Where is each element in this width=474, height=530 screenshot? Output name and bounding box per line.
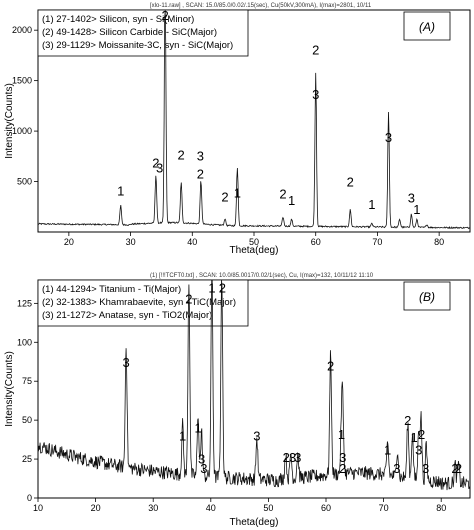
panel-b-x-axis-label: Theta(deg) xyxy=(230,517,279,528)
x-tick-label: 10 xyxy=(33,503,43,513)
peak-label: 1 xyxy=(384,442,391,457)
y-tick-label: 100 xyxy=(17,337,32,347)
x-tick-label: 60 xyxy=(311,237,321,247)
peak-label: 2 xyxy=(219,280,226,295)
y-tick-label: 0 xyxy=(27,493,32,503)
peak-label: 3 xyxy=(339,450,346,465)
panel-a-header: [xlo-11.raw] , SCAN: 15.0/85.0/0.02/.15(… xyxy=(150,3,372,9)
peak-label: 2 xyxy=(221,190,228,205)
peak-label: 2 xyxy=(197,167,204,182)
peak-label: 1 xyxy=(195,421,202,436)
peak-label: 2 xyxy=(418,427,425,442)
y-tick-label: 50 xyxy=(22,415,32,425)
y-tick-label: 500 xyxy=(17,177,32,187)
x-tick-label: 30 xyxy=(126,237,136,247)
y-tick-label: 25 xyxy=(22,454,32,464)
x-tick-label: 40 xyxy=(206,503,216,513)
x-tick-label: 60 xyxy=(321,503,331,513)
panel-a-legend-entry: (1) 27-1402> Silicon, syn - Si(Minor) xyxy=(42,14,194,25)
x-tick-label: 40 xyxy=(187,237,197,247)
panel-b-chart: (1) [!!!TCFT0.txt] , SCAN: 10.0/85.0017/… xyxy=(4,273,471,528)
peak-label: 2 xyxy=(455,461,462,476)
peak-label: 3 xyxy=(198,452,205,467)
peak-label: 1 xyxy=(208,280,215,295)
panel-a-y-axis-label: Intensity(Counts) xyxy=(4,83,15,159)
peak-label: 3 xyxy=(385,130,392,145)
diffraction-trace xyxy=(37,279,471,491)
panel-b-y-axis-label: Intensity(Counts) xyxy=(4,351,15,427)
peak-label: 3 xyxy=(289,450,296,465)
panel-b-header: (1) [!!!TCFT0.txt] , SCAN: 10.0/85.0017/… xyxy=(150,273,374,279)
peak-label: 2 xyxy=(347,175,354,190)
peak-label: 2 xyxy=(185,291,192,306)
panel-a-legend-entry: (2) 49-1428> Silicon Carbide - SiC(Major… xyxy=(42,27,217,38)
x-tick-label: 80 xyxy=(434,237,444,247)
x-tick-label: 70 xyxy=(379,503,389,513)
peak-label: 3 xyxy=(408,191,415,206)
peak-label: 3 xyxy=(294,450,301,465)
panel-b-legend-box xyxy=(37,279,249,327)
panel-a-chart: [xlo-11.raw] , SCAN: 15.0/85.0/0.02/.15(… xyxy=(4,3,471,256)
x-tick-label: 80 xyxy=(436,503,446,513)
peak-label: 2 xyxy=(178,147,185,162)
panel-a-legend-entry: (3) 29-1129> Moissanite-3C, syn - SiC(Ma… xyxy=(42,40,233,51)
peak-label: 1 xyxy=(368,197,375,212)
peak-label: 3 xyxy=(200,461,207,476)
peak-label: 1 xyxy=(338,427,345,442)
x-tick-label: 50 xyxy=(249,237,259,247)
y-tick-label: 1000 xyxy=(12,126,32,136)
panel-a-x-axis-label: Theta(deg) xyxy=(230,245,279,256)
x-tick-label: 70 xyxy=(372,237,382,247)
diffraction-trace xyxy=(37,9,470,230)
peak-label: 1 xyxy=(179,428,186,443)
y-tick-label: 1500 xyxy=(12,76,32,86)
peak-label: 3 xyxy=(197,148,204,163)
peak-label: 2 xyxy=(283,450,290,465)
peak-label: 2 xyxy=(339,461,346,476)
peak-label: 1 xyxy=(117,184,124,199)
panel-b-label: (B) xyxy=(419,290,435,304)
panel-a-legend-box xyxy=(37,9,249,57)
peak-label: 2 xyxy=(162,8,169,23)
panel-b-legend-entry: (1) 44-1294> Titanium - Ti(Major) xyxy=(42,284,181,295)
panel-b-plot-frame xyxy=(37,279,471,499)
peak-label: 2 xyxy=(312,42,319,57)
peak-label: 3 xyxy=(156,160,163,175)
peak-label: 3 xyxy=(393,461,400,476)
peak-label: 3 xyxy=(312,87,319,102)
peak-label: 3 xyxy=(415,442,422,457)
peak-label: 3 xyxy=(253,428,260,443)
y-tick-label: 75 xyxy=(22,376,32,386)
panel-b-legend-entry: (2) 32-1383> Khamrabaevite, syn - TiC(Ma… xyxy=(42,297,236,308)
peak-label: 1 xyxy=(413,202,420,217)
peak-label: 3 xyxy=(123,355,130,370)
peak-label: 1 xyxy=(288,193,295,208)
peak-label: 2 xyxy=(327,358,334,373)
panel-a-label: (A) xyxy=(419,20,435,34)
y-tick-label: 2000 xyxy=(12,25,32,35)
peak-label: 1 xyxy=(234,186,241,201)
panel-b-legend-entry: (3) 21-1272> Anatase, syn - TiO2(Major) xyxy=(42,310,212,321)
y-tick-label: 125 xyxy=(17,298,32,308)
x-tick-label: 20 xyxy=(64,237,74,247)
x-tick-label: 30 xyxy=(148,503,158,513)
panel-b-label-box xyxy=(403,281,451,311)
peak-label: 2 xyxy=(451,461,458,476)
x-tick-label: 50 xyxy=(263,503,273,513)
panel-a-label-box xyxy=(403,11,451,41)
peak-label: 1 xyxy=(411,430,418,445)
peak-label: 3 xyxy=(422,461,429,476)
x-tick-label: 20 xyxy=(91,503,101,513)
peak-label: 2 xyxy=(152,155,159,170)
peak-label: 2 xyxy=(279,187,286,202)
peak-label: 2 xyxy=(404,413,411,428)
